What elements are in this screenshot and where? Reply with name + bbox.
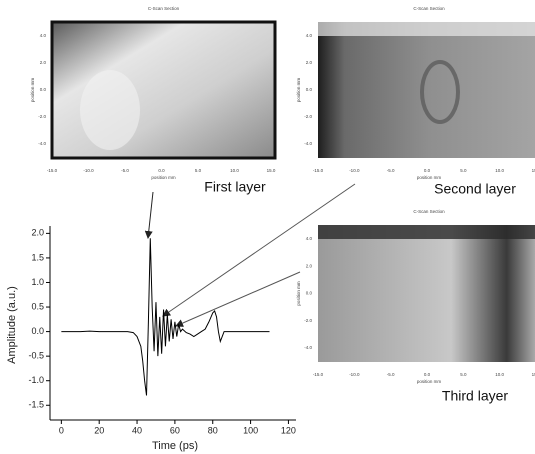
- scan-caption: Third layer: [442, 388, 508, 404]
- scan-caption: Second layer: [434, 181, 516, 197]
- scan-image: [318, 22, 535, 158]
- scan-x-tick-label: 0.0: [424, 372, 431, 377]
- scan-y-tick-label: 2.0: [306, 60, 313, 65]
- scan-y-tick-label: 2.0: [40, 60, 47, 65]
- arrow: [162, 183, 356, 317]
- scan-x-tick-label: -10.0: [83, 168, 94, 173]
- scan-x-tick-label: -15.0: [47, 168, 58, 173]
- scan-x-tick-label: 15.0: [267, 168, 276, 173]
- scan-title: C-Scan Section: [148, 6, 180, 11]
- arrow: [144, 191, 154, 239]
- scan-x-tick-label: -10.0: [349, 372, 360, 377]
- scan-y-tick-label: -2.0: [304, 114, 312, 119]
- scan-x-tick-label: 5.0: [460, 168, 467, 173]
- scan-x-tick-label: 10.0: [495, 168, 504, 173]
- arrows: [144, 183, 356, 327]
- scan-y-label: position mm: [296, 78, 301, 103]
- scan-y-tick-label: -4.0: [304, 141, 312, 146]
- scan-y-tick-label: 2.0: [306, 263, 313, 268]
- y-tick-label: 1.0: [31, 277, 44, 287]
- scan-x-tick-label: -15.0: [313, 372, 324, 377]
- x-tick-label: 120: [281, 425, 296, 435]
- arrow: [175, 271, 301, 327]
- x-tick-label: 60: [170, 425, 180, 435]
- scan-y-tick-label: 0.0: [306, 87, 313, 92]
- scan-y-tick-label: 4.0: [306, 236, 313, 241]
- y-tick-label: 0.0: [31, 326, 44, 336]
- scan-x-tick-label: -5.0: [387, 372, 395, 377]
- x-tick-label: 0: [59, 425, 64, 435]
- scan-y-tick-label: 4.0: [306, 33, 313, 38]
- scan-feature: [318, 225, 535, 239]
- scan-x-label: position mm: [151, 175, 176, 180]
- scan-caption: First layer: [204, 179, 266, 195]
- scan-x-label: position mm: [417, 379, 442, 384]
- scan-image: [318, 225, 535, 362]
- scan-images: [50, 20, 535, 362]
- scan-x-tick-label: 5.0: [460, 372, 467, 377]
- y-tick-label: 1.5: [31, 252, 44, 262]
- scan-title: C-Scan Section: [413, 6, 445, 11]
- scan-feature: [420, 60, 460, 124]
- y-tick-label: 2.0: [31, 228, 44, 238]
- x-tick-label: 40: [132, 425, 142, 435]
- scan-x-label: position mm: [417, 175, 442, 180]
- scan-y-label: position mm: [296, 281, 301, 306]
- scan-x-tick-label: 15.0: [532, 168, 535, 173]
- scan-feature: [318, 22, 535, 36]
- x-tick-label: 20: [94, 425, 104, 435]
- scan-x-tick-label: 5.0: [195, 168, 202, 173]
- waveform: [61, 238, 270, 396]
- y-axis-title: Amplitude (a.u.): [6, 286, 18, 364]
- y-tick-label: -1.0: [28, 375, 44, 385]
- scan-image-border: [50, 20, 277, 160]
- scan-x-tick-label: -5.0: [387, 168, 395, 173]
- y-tick-label: -0.5: [28, 351, 44, 361]
- scan-y-label: position mm: [30, 78, 35, 103]
- scan-x-tick-label: 0.0: [424, 168, 431, 173]
- scan-x-tick-label: 10.0: [230, 168, 239, 173]
- scan-y-tick-label: -2.0: [304, 318, 312, 323]
- scan-title: C-Scan Section: [413, 209, 445, 214]
- scan-feature: [80, 70, 140, 150]
- scan-x-tick-label: -10.0: [349, 168, 360, 173]
- scan-x-tick-label: 10.0: [495, 372, 504, 377]
- scan-x-tick-label: -15.0: [313, 168, 324, 173]
- x-tick-label: 100: [243, 425, 258, 435]
- scan-y-tick-label: -2.0: [38, 114, 46, 119]
- y-tick-label: 0.5: [31, 301, 44, 311]
- scan-y-tick-label: 4.0: [40, 33, 47, 38]
- x-tick-label: 80: [208, 425, 218, 435]
- scan-x-tick-label: -5.0: [121, 168, 129, 173]
- y-tick-label: -1.5: [28, 400, 44, 410]
- scan-x-tick-label: 15.0: [532, 372, 535, 377]
- scan-y-tick-label: 0.0: [40, 87, 47, 92]
- x-axis-title: Time (ps): [152, 440, 198, 452]
- scan-y-tick-label: 0.0: [306, 291, 313, 296]
- scan-y-tick-label: -4.0: [38, 141, 46, 146]
- scan-y-tick-label: -4.0: [304, 345, 312, 350]
- scan-x-tick-label: 0.0: [158, 168, 165, 173]
